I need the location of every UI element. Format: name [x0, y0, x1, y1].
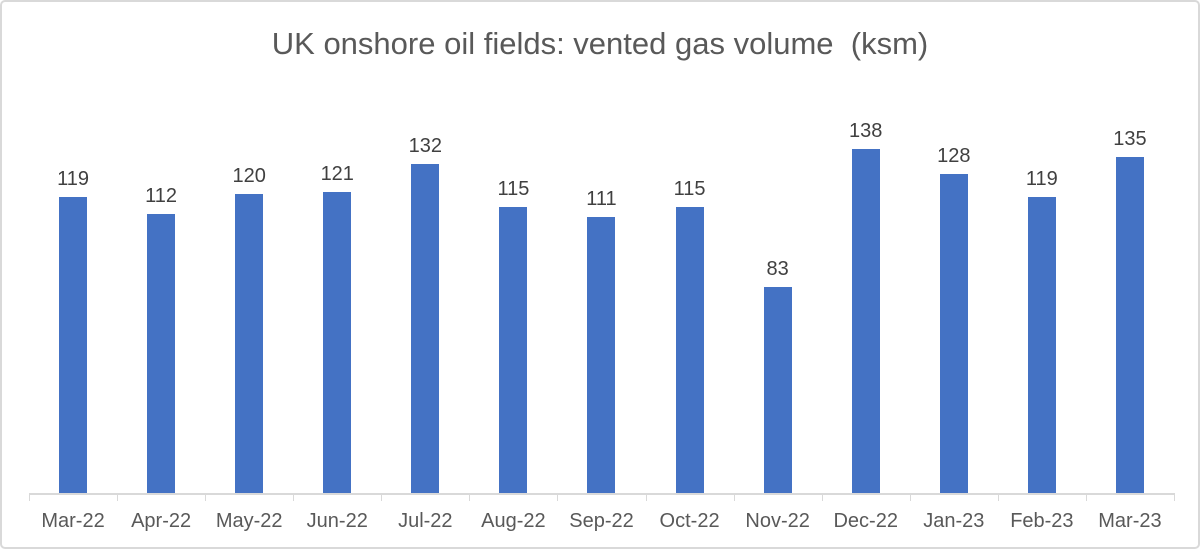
x-axis-tick [381, 495, 383, 501]
x-axis-tick [117, 495, 119, 501]
value-label: 111 [586, 187, 617, 210]
bar [499, 206, 528, 494]
value-label: 135 [1113, 127, 1147, 150]
value-label: 120 [232, 165, 266, 187]
x-category-label: Dec-22 [833, 510, 898, 532]
x-axis-tick [909, 495, 911, 501]
plot-area: 119 112 120 121 132 115 111 115 83 138 128 119 135 [29, 94, 1174, 494]
bar [323, 191, 352, 494]
chart-title: UK onshore oil fields: vented gas volume… [271, 26, 929, 61]
x-axis-tick [29, 495, 30, 501]
bar [851, 149, 880, 494]
x-category-label: Jan-23 [923, 510, 985, 532]
x-axis-tick [645, 495, 647, 501]
value-label: 121 [320, 162, 354, 185]
x-axis-tick [1174, 495, 1175, 501]
value-label: 119 [1025, 167, 1058, 190]
x-axis-tick [293, 495, 295, 501]
bar-group: 138 [822, 94, 910, 494]
x-category-label: Aug-22 [481, 510, 546, 532]
bar-group: 115 [646, 94, 734, 494]
bar [235, 194, 264, 494]
bar-group: 119 [29, 94, 117, 494]
value-label: 119 [57, 167, 89, 190]
bar [1115, 156, 1144, 494]
x-category-label: Jul-22 [398, 510, 453, 532]
bar [763, 286, 792, 494]
bar-group: 119 [998, 94, 1086, 494]
bar [59, 196, 88, 494]
value-label: 138 [849, 120, 883, 142]
x-axis-line [29, 493, 1175, 495]
value-label: 112 [145, 185, 178, 207]
bar-group: 83 [734, 94, 822, 494]
x-axis-tick [1085, 495, 1087, 501]
bar-group: 121 [293, 94, 381, 494]
x-category-label: Apr-22 [131, 510, 192, 532]
x-category-label: Oct-22 [659, 510, 720, 532]
x-category-label: May-22 [215, 510, 283, 532]
bar-group: 128 [910, 94, 998, 494]
x-axis-tick [557, 495, 559, 501]
bar [411, 164, 440, 494]
x-category-label: Mar-22 [41, 510, 105, 532]
value-label: 115 [673, 177, 706, 200]
value-label: 83 [766, 257, 789, 280]
x-axis-tick [469, 495, 471, 501]
x-category-label: Nov-22 [745, 510, 810, 532]
value-label: 132 [408, 135, 443, 157]
bar-group: 115 [469, 94, 557, 494]
x-category-label: Mar-23 [1098, 510, 1162, 532]
x-axis-tick [733, 495, 735, 501]
bar [587, 216, 616, 494]
value-label: 115 [497, 177, 530, 200]
x-axis-tick [821, 495, 823, 501]
bar [675, 206, 704, 494]
x-category-label: Jun-22 [306, 510, 368, 532]
bar-group: 111 [557, 94, 645, 494]
x-axis-tick [997, 495, 999, 501]
x-category-label: Feb-23 [1010, 510, 1074, 532]
bar [147, 214, 176, 494]
value-label: 128 [937, 145, 971, 167]
x-category-label: Sep-22 [569, 510, 634, 532]
bar [1027, 196, 1056, 494]
bar [939, 174, 968, 494]
bar-group: 120 [205, 94, 293, 494]
x-axis-tick [205, 495, 207, 501]
bar-group: 135 [1086, 94, 1174, 494]
bar-group: 112 [117, 94, 205, 494]
bar-group: 132 [381, 94, 469, 494]
